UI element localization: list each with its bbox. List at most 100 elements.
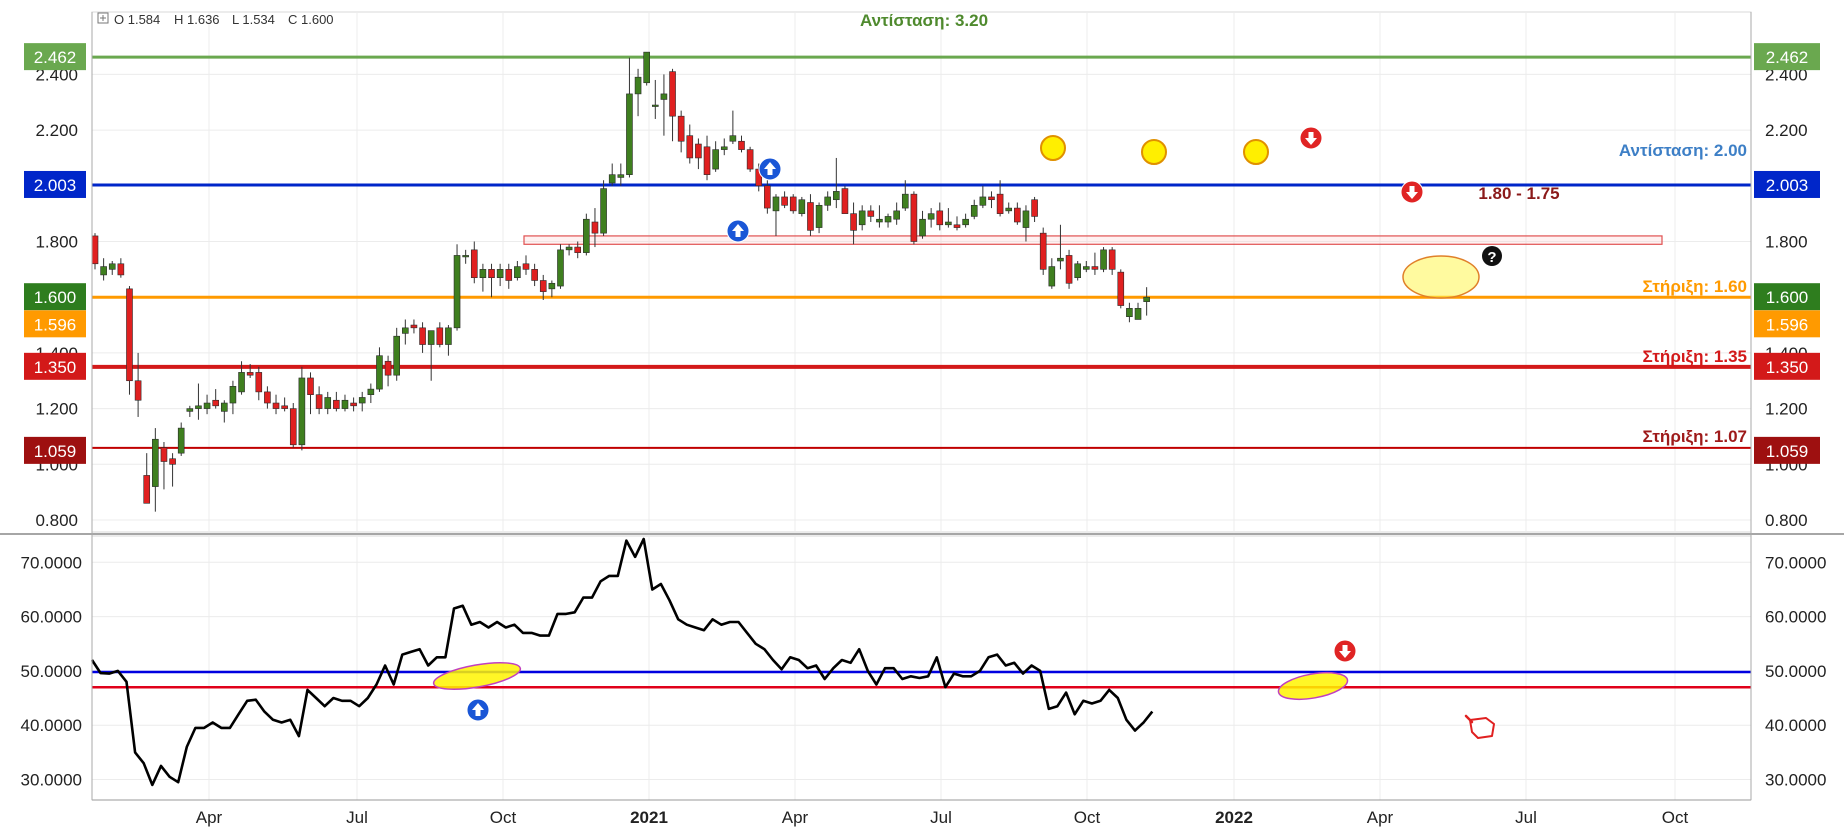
level-annotation: Αντίσταση: 3.20 [860,11,988,30]
candle-body [341,399,349,409]
candle-body [203,402,211,409]
right-price-badge: 1.596 [1754,310,1820,338]
left-price-badge: 1.600 [24,283,86,311]
candle [712,141,719,172]
osc-tick-label-right: 60.0000 [1765,608,1826,627]
candle-body [393,335,401,376]
candle-body [1039,232,1047,270]
candle [651,79,659,119]
candle [238,361,245,395]
candle-body [988,196,995,201]
candle-body [539,280,547,292]
right-price-badge: 1.059 [1754,436,1820,464]
candle [195,383,202,420]
candle-body [712,149,719,170]
candle-body [152,438,159,487]
candle [298,366,306,451]
candle [1031,196,1038,223]
candle [264,386,271,409]
candle-body [470,249,478,279]
candle-body [910,193,918,242]
candle [979,185,987,209]
candle-body [1005,207,1013,212]
right-price-badge-bg [1754,170,1820,198]
candle [462,249,469,264]
candle [1039,227,1047,275]
right-price-badge-label: 2.003 [1766,176,1809,195]
candle-body [143,475,151,504]
candle [781,191,788,209]
candle-body [720,146,728,150]
candle [867,205,875,223]
candle-body [402,327,409,334]
candle [272,394,280,415]
candle-body [565,246,573,251]
candle [815,202,823,234]
down-arrow-icon-arrow [1339,645,1351,658]
candle-body [376,355,383,390]
right-price-badge: 1.350 [1754,352,1820,380]
annotation-markers: ? [466,126,1502,739]
oscillator-panel [90,537,1751,787]
left-price-badge-bg [24,352,86,380]
osc-tick-label-left: 50.0000 [21,662,82,681]
candle [505,263,513,289]
candle [1117,269,1125,309]
candle [660,74,668,136]
candle-body [272,402,280,409]
candle [203,394,211,415]
candle [962,213,969,228]
y-tick-label-left: 1.200 [35,400,78,419]
down-arrow-icon [1299,126,1323,150]
candle-body [833,191,840,201]
candle [988,191,995,209]
candle [608,163,616,186]
candle [996,180,1004,217]
candle [858,205,866,231]
right-price-badge-label: 1.596 [1766,315,1809,334]
candle [393,327,401,381]
candle-body [901,193,909,209]
left-price-badge-bg [24,310,86,338]
osc-tick-label-left: 30.0000 [21,771,82,790]
left-price-badge-label: 1.350 [34,358,77,377]
candle-body [876,218,883,223]
left-price-badge-bg [24,436,86,464]
candle [143,453,151,504]
level-annotation: Στήριξη: 1.07 [1642,427,1747,446]
candle-body [531,269,538,281]
candle-body [945,221,952,226]
candle [884,213,892,228]
osc-tick-label-right: 30.0000 [1765,771,1826,790]
candle-body [333,399,340,409]
candle [626,57,633,178]
candle [850,202,857,245]
right-price-badge-bg [1754,352,1820,380]
level-annotation: Αντίσταση: 2.00 [1619,141,1747,160]
candle-body [488,269,495,279]
y-tick-label-left: 0.800 [35,511,78,530]
hand-outline [1469,717,1495,739]
left-price-badge: 1.059 [24,436,86,464]
candle-body [686,135,694,159]
candle-body [1083,266,1090,270]
candle [1108,247,1116,275]
candle-body [1048,266,1056,287]
candle [384,355,392,387]
candle [703,135,711,181]
candle-body [669,71,676,117]
hand-finger [1464,714,1474,724]
level-annotation: Στήριξη: 1.35 [1642,347,1747,366]
support-highlight-ellipse [1402,255,1480,299]
candle [686,124,694,164]
pointing-hand-icon [1464,714,1495,739]
candle-body [884,216,892,223]
candle [746,146,754,172]
candle-body [238,372,245,393]
question-icon-circle [1482,246,1502,266]
candle [333,391,340,412]
candle [833,157,840,209]
candle [1022,205,1030,242]
candle [901,180,909,211]
